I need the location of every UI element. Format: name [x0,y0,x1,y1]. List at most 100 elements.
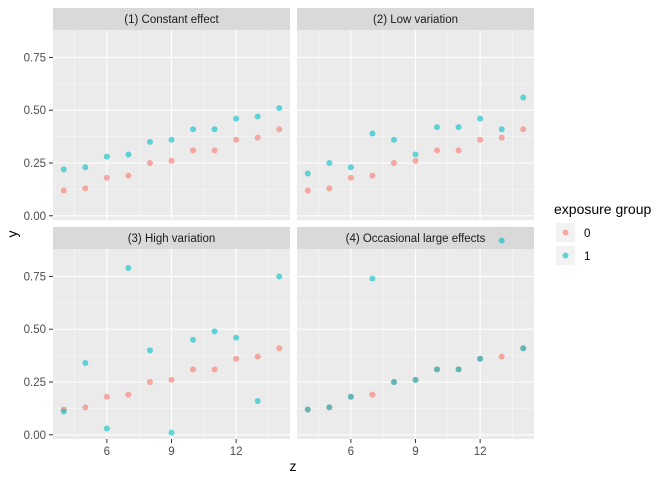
point-series-0 [498,134,505,141]
y-tick-label: 0.00 [24,211,46,223]
x-tick-label: 12 [230,446,243,458]
point-series-0 [412,157,419,164]
point-series-0 [103,393,110,400]
point-series-1 [304,406,311,413]
point-series-0 [168,376,175,383]
point-series-1 [347,393,354,400]
point-series-0 [125,391,132,398]
x-axis-title: z [290,458,297,474]
point-series-1 [455,366,462,373]
panel-4: (4) Occasional large effects [297,227,534,439]
panel-strip [53,8,290,30]
point-series-1 [520,345,527,352]
y-tick-label: 0.00 [24,430,46,442]
point-series-1 [146,138,153,145]
y-axis-title: y [4,231,20,238]
legend-title: exposure group [554,201,652,217]
x-tick-label: 9 [412,446,418,458]
x-tick-label: 12 [474,446,487,458]
point-series-1 [390,136,397,143]
point-series-1 [412,376,419,383]
point-series-1 [190,126,197,133]
panel-title: (1) Constant effect [124,14,219,26]
y-tick-label: 0.25 [24,377,46,389]
point-series-1 [326,160,333,166]
panel-1: (1) Constant effect [53,8,290,220]
point-series-1 [103,425,110,432]
point-series-0 [254,353,261,360]
point-series-1 [60,408,67,415]
point-series-0 [146,160,153,166]
point-series-0 [82,185,89,192]
panel-title: (4) Occasional large effects [346,233,486,245]
x-tick-label: 9 [168,446,174,458]
point-series-0 [477,136,484,143]
x-tick-label: 6 [104,446,110,458]
point-series-1 [304,170,311,177]
point-series-1 [276,105,283,112]
y-tick-label: 0.75 [24,52,46,64]
facet-panels: (1) Constant effect (2) Low variation (3) … [53,8,534,439]
point-series-0 [190,147,197,154]
point-series-0 [347,174,354,181]
point-series-1 [434,124,441,131]
y-tick-label: 0.50 [24,324,46,336]
point-series-0 [211,366,218,373]
point-series-1 [60,166,67,173]
point-series-1 [211,126,218,133]
point-series-1 [146,347,153,354]
point-series-1 [211,328,218,335]
legend: exposure group 0 1 [554,201,652,265]
point-series-1 [326,404,333,411]
panel-2: (2) Low variation [297,8,534,220]
point-series-0 [304,187,311,194]
point-series-0 [60,187,67,194]
legend-point-1 [562,252,569,259]
panel-3: (3) High variation [53,227,290,439]
point-series-0 [82,404,89,411]
point-series-1 [233,334,240,341]
legend-point-0 [562,229,569,236]
point-series-1 [434,366,441,373]
point-series-1 [412,151,419,158]
y-tick-label: 0.25 [24,158,46,170]
point-series-0 [369,172,376,179]
point-series-1 [347,164,354,171]
point-series-1 [390,379,397,385]
point-series-1 [82,164,89,171]
point-series-1 [498,237,505,244]
point-series-0 [326,185,333,192]
point-series-1 [254,113,261,120]
point-series-0 [434,147,441,154]
point-series-1 [254,398,261,404]
point-series-1 [190,336,197,343]
point-series-1 [125,265,132,271]
point-series-1 [477,115,484,122]
point-series-1 [498,126,505,133]
panel-strip [297,227,534,249]
point-series-0 [190,366,197,373]
point-series-0 [254,134,261,141]
point-series-0 [276,345,283,352]
point-series-0 [233,136,240,143]
legend-label-0: 0 [584,228,590,240]
point-series-0 [498,353,505,360]
point-series-1 [455,124,462,131]
point-series-0 [233,355,240,362]
point-series-1 [168,429,175,436]
point-series-0 [455,147,462,154]
point-series-1 [168,136,175,143]
point-series-1 [276,273,283,280]
point-series-0 [390,160,397,166]
point-series-0 [125,172,132,179]
x-tick-label: 6 [348,446,354,458]
panel-title: (3) High variation [128,233,216,245]
y-tick-label: 0.75 [24,271,46,283]
point-series-0 [520,126,527,133]
point-series-1 [103,153,110,160]
point-series-1 [82,360,89,366]
point-series-0 [276,126,283,133]
point-series-1 [520,94,527,101]
point-series-1 [369,130,376,137]
point-series-0 [103,174,110,181]
